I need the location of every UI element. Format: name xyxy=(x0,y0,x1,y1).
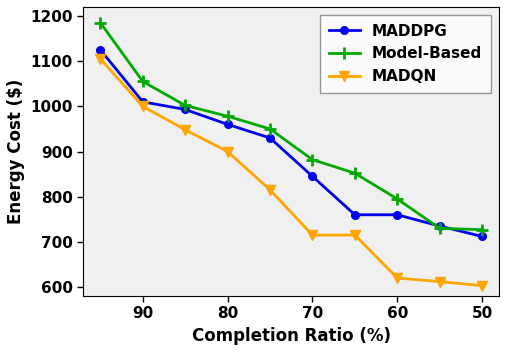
Line: Model-Based: Model-Based xyxy=(94,17,487,235)
Model-Based xyxy=(97,21,103,25)
Legend: MADDPG, Model-Based, MADQN: MADDPG, Model-Based, MADQN xyxy=(320,14,490,93)
MADDPG xyxy=(478,234,484,239)
Model-Based xyxy=(478,227,484,232)
MADQN xyxy=(139,104,145,108)
MADDPG xyxy=(436,224,442,228)
MADQN xyxy=(309,233,315,237)
Model-Based xyxy=(267,127,273,131)
Model-Based xyxy=(182,103,188,108)
MADQN xyxy=(224,149,230,153)
MADQN xyxy=(436,279,442,284)
Model-Based xyxy=(139,80,145,84)
MADQN xyxy=(182,128,188,132)
MADDPG xyxy=(139,100,145,104)
MADQN xyxy=(478,284,484,288)
Model-Based xyxy=(224,114,230,118)
MADDPG xyxy=(224,122,230,126)
Line: MADQN: MADQN xyxy=(95,55,486,290)
MADQN xyxy=(351,233,357,237)
Y-axis label: Energy Cost ($): Energy Cost ($) xyxy=(7,79,25,224)
MADDPG xyxy=(97,48,103,52)
MADDPG xyxy=(267,136,273,140)
MADQN xyxy=(393,276,399,280)
MADQN xyxy=(267,188,273,192)
MADDPG xyxy=(351,213,357,217)
Model-Based xyxy=(309,158,315,162)
MADDPG xyxy=(182,107,188,112)
Model-Based xyxy=(351,171,357,175)
MADQN xyxy=(97,57,103,61)
Line: MADDPG: MADDPG xyxy=(96,46,485,240)
Model-Based xyxy=(393,197,399,201)
MADDPG xyxy=(309,174,315,178)
Model-Based xyxy=(436,226,442,231)
X-axis label: Completion Ratio (%): Completion Ratio (%) xyxy=(191,327,390,345)
MADDPG xyxy=(393,213,399,217)
